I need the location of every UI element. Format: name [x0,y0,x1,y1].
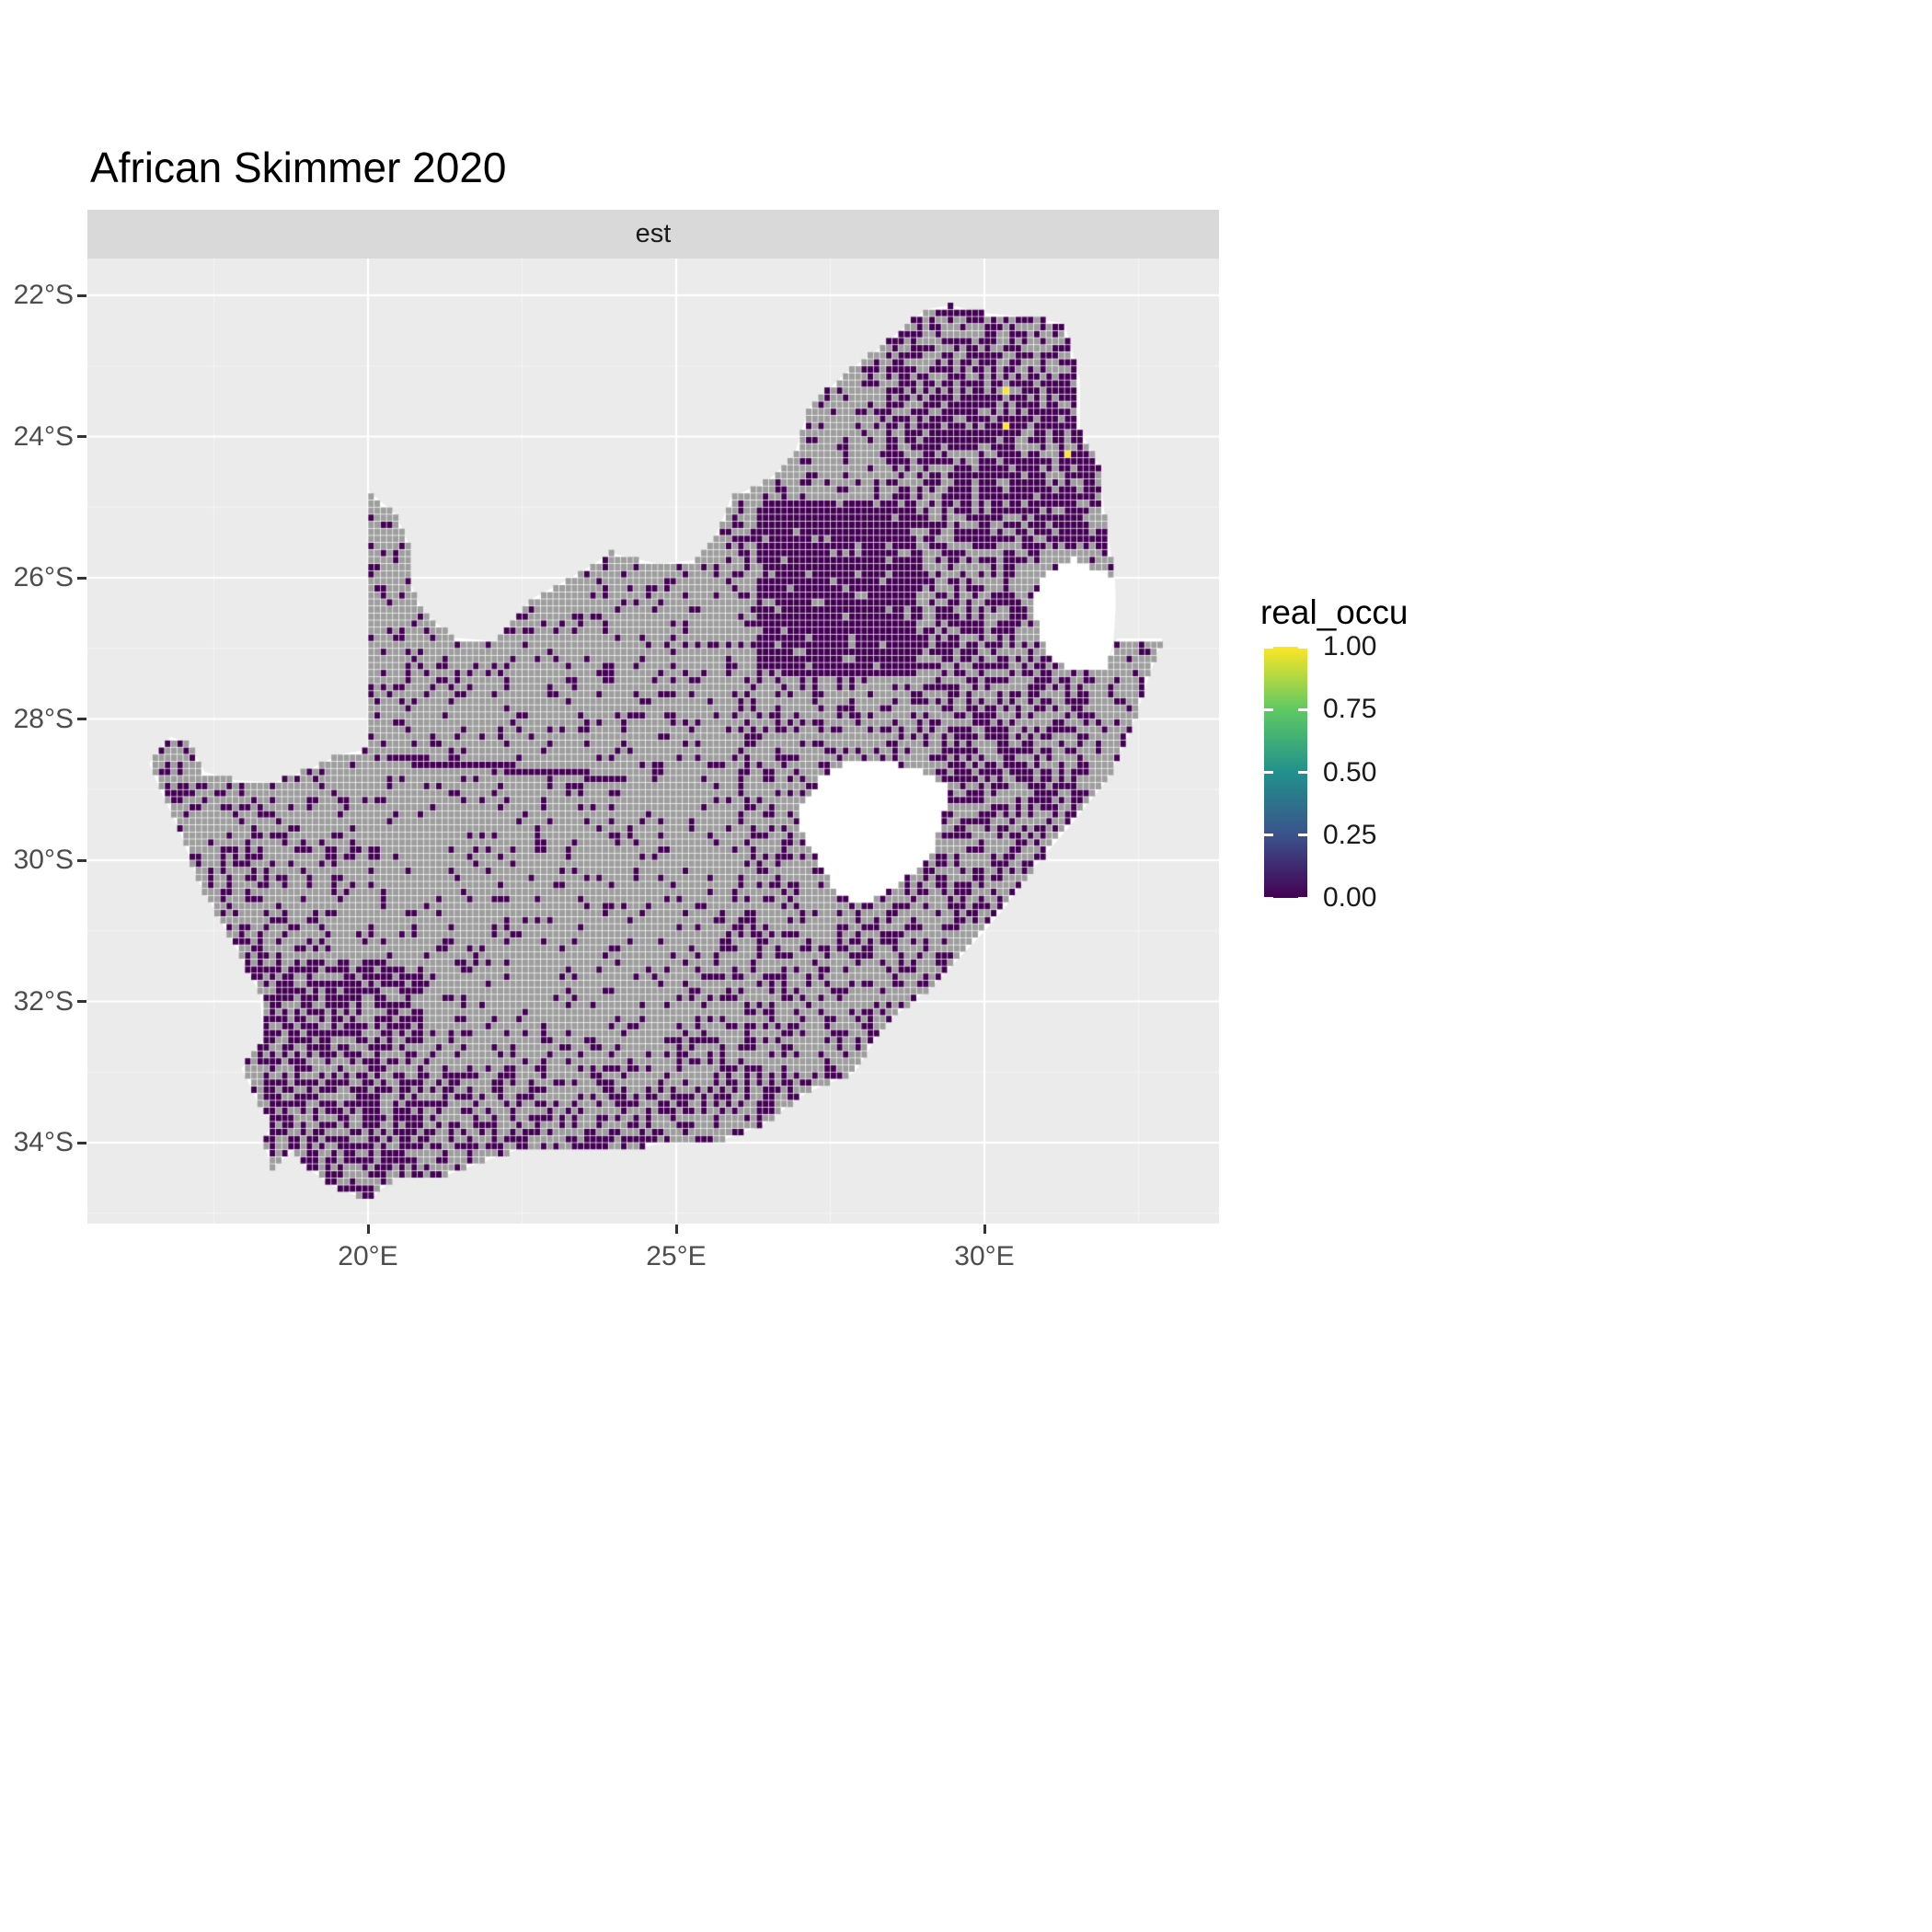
y-axis-tick-label: 32°S [13,985,74,1017]
x-axis-tick-label: 20°E [338,1241,398,1271]
y-axis-tick [77,718,86,720]
legend-tick-label: 0.50 [1323,756,1377,788]
facet-strip: est [87,210,1219,259]
legend-tick-label: 0.00 [1323,882,1377,913]
legend-tick [1264,707,1273,711]
legend-tick [1298,707,1307,711]
legend-tick [1298,834,1307,837]
legend-tick [1298,896,1307,900]
x-axis-tick-label: 30°E [954,1241,1015,1271]
x-axis-tick [983,1225,986,1234]
legend-title: real_occu [1260,593,1409,631]
y-axis-tick-label: 30°S [13,845,74,875]
y-axis-tick [77,858,86,862]
plot-title: African Skimmer 2020 [90,144,507,191]
y-axis-tick-label: 24°S [13,420,74,452]
plot-panel [87,259,1219,1224]
legend-tick-label: 0.25 [1323,819,1377,850]
x-axis-tick [366,1225,370,1234]
legend-tick [1298,771,1307,774]
y-axis-tick [77,1141,86,1144]
x-axis-tick [674,1225,678,1234]
map-canvas [87,259,1219,1224]
y-axis-tick [77,576,86,580]
y-axis-tick-label: 28°S [13,703,74,734]
y-axis-tick [77,293,86,297]
legend-tick [1298,645,1307,649]
legend-tick [1264,771,1273,774]
legend-tick [1264,645,1273,649]
legend-tick [1264,896,1273,900]
y-axis-tick [77,1000,86,1003]
y-axis-tick-label: 34°S [13,1127,74,1157]
legend-tick-label: 0.75 [1323,694,1377,725]
facet-label: est [635,219,672,248]
x-axis-tick-label: 25°E [646,1241,707,1271]
legend-tick-label: 1.00 [1323,631,1377,661]
y-axis-tick [77,435,86,438]
y-axis-tick-label: 26°S [13,562,74,592]
legend-tick [1264,834,1273,837]
y-axis-tick-label: 22°S [13,280,74,310]
